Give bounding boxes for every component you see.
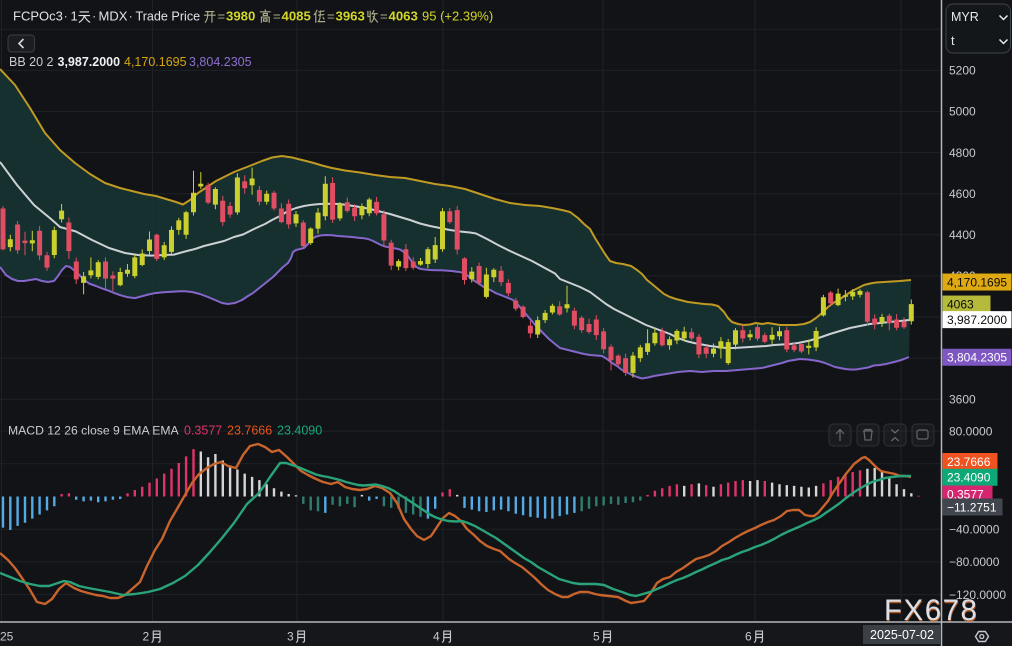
svg-text:3,987.2000: 3,987.2000 [58, 55, 121, 69]
svg-text:MACD 12 26 close 9 EMA EMA: MACD 12 26 close 9 EMA EMA [8, 424, 180, 438]
svg-text:3963: 3963 [336, 9, 365, 24]
svg-text:FCPOc3: FCPOc3 [13, 9, 63, 24]
svg-text:4063: 4063 [947, 297, 974, 311]
svg-text:3,987.2000: 3,987.2000 [947, 313, 1007, 327]
svg-text:23.7666: 23.7666 [947, 455, 991, 469]
svg-text:−120.0000: −120.0000 [949, 588, 1006, 602]
svg-text:5000: 5000 [949, 105, 976, 119]
svg-text:4600: 4600 [949, 187, 976, 201]
svg-text:·: · [92, 9, 96, 24]
svg-text:3980: 3980 [226, 9, 255, 24]
svg-text:FX678: FX678 [884, 594, 978, 627]
svg-text:FX678: FX678 [885, 596, 979, 629]
svg-text:MYR: MYR [951, 10, 979, 24]
svg-text:4,170.1695: 4,170.1695 [124, 55, 187, 69]
svg-text:25: 25 [0, 630, 14, 644]
svg-text:5: 5 [593, 630, 600, 644]
svg-text:4,170.1695: 4,170.1695 [947, 275, 1007, 289]
svg-text:MDX: MDX [99, 9, 128, 24]
svg-text:−80.0000: −80.0000 [949, 555, 1000, 569]
svg-text:80.0000: 80.0000 [949, 424, 993, 438]
svg-text:4800: 4800 [949, 146, 976, 160]
svg-text:3600: 3600 [949, 392, 976, 406]
svg-text:=: = [218, 9, 226, 24]
svg-text:5200: 5200 [949, 64, 976, 78]
svg-text:4: 4 [433, 630, 440, 644]
svg-text:Trade Price: Trade Price [136, 10, 201, 24]
svg-text:4063: 4063 [389, 9, 418, 24]
svg-text:23.4090: 23.4090 [947, 471, 991, 485]
svg-text:BB 20 2: BB 20 2 [9, 55, 54, 69]
svg-text:3,804.2305: 3,804.2305 [947, 351, 1007, 365]
svg-text:·: · [64, 9, 68, 24]
svg-text:6: 6 [745, 630, 752, 644]
svg-text:0.3577: 0.3577 [184, 424, 222, 438]
svg-text:3: 3 [287, 630, 294, 644]
svg-text:−11.2751: −11.2751 [947, 500, 997, 514]
svg-text:1: 1 [71, 9, 78, 24]
svg-text:=: = [327, 9, 335, 24]
svg-text:4400: 4400 [949, 228, 976, 242]
svg-text:t: t [951, 34, 955, 48]
svg-text:23.7666: 23.7666 [227, 424, 272, 438]
svg-text:2025-07-02: 2025-07-02 [870, 628, 934, 642]
svg-text:23.4090: 23.4090 [277, 424, 322, 438]
svg-text:3,804.2305: 3,804.2305 [189, 55, 252, 69]
svg-text:95 (+2.39%): 95 (+2.39%) [422, 9, 493, 24]
svg-text:·: · [129, 9, 133, 24]
svg-text:4085: 4085 [282, 9, 311, 24]
svg-text:2: 2 [143, 630, 150, 644]
svg-text:−40.0000: −40.0000 [949, 522, 1000, 536]
svg-text:=: = [380, 9, 388, 24]
svg-text:0.3577: 0.3577 [947, 487, 984, 501]
svg-text:=: = [273, 9, 281, 24]
